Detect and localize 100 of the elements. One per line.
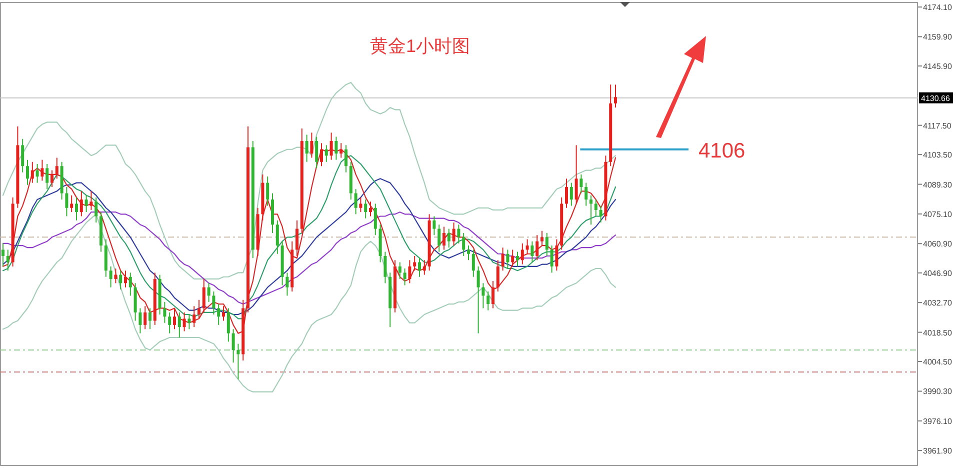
candlestick [384, 251, 387, 284]
candlestick [276, 220, 279, 254]
candlestick [109, 266, 112, 288]
y-tick-label: 4174.10 [923, 3, 952, 12]
candlestick [173, 308, 176, 330]
candlestick [550, 245, 554, 274]
candlestick [119, 270, 122, 290]
candlestick [207, 282, 210, 302]
candlestick [438, 224, 441, 252]
candlestick [340, 142, 343, 158]
candlestick [486, 291, 490, 311]
candlestick [418, 258, 421, 278]
candlestick [594, 199, 598, 217]
y-tick-label: 3990.30 [923, 387, 952, 396]
candlestick [84, 194, 88, 213]
candlestick [511, 249, 514, 267]
candlestick [584, 182, 588, 206]
candlestick [432, 216, 436, 236]
candlestick [266, 176, 270, 206]
y-tick-label: 3976.10 [923, 416, 952, 426]
y-tick-label: 4117.50 [923, 121, 952, 130]
candlestick [452, 222, 456, 246]
candlestick [65, 186, 68, 217]
candlestick [128, 272, 132, 296]
ref-line-label: 4106 [698, 139, 746, 162]
candlestick [138, 308, 142, 334]
y-tick-label: 4103.50 [923, 150, 952, 160]
candlestick [168, 312, 172, 334]
text: 黄金1小时图 [370, 36, 470, 56]
candlestick [182, 312, 186, 332]
candlestick [526, 238, 529, 254]
candlestick [344, 144, 348, 173]
candlestick [403, 268, 406, 286]
candlestick [545, 232, 548, 256]
candlestick [226, 308, 230, 342]
candlestick [217, 304, 220, 326]
candlestick [506, 249, 510, 270]
candlestick [476, 266, 480, 334]
candlestick [55, 157, 58, 180]
candlestick [565, 178, 568, 208]
candlestick [320, 142, 323, 167]
candlestick [580, 174, 583, 194]
candlestick [198, 299, 200, 320]
candlestick [599, 205, 602, 224]
candlestick [188, 314, 191, 330]
candlestick [574, 144, 578, 204]
candlestick [178, 312, 181, 338]
candlestick [501, 247, 504, 272]
candlestick [310, 132, 314, 158]
candlestick [144, 306, 147, 330]
candlestick [516, 251, 519, 267]
candlestick [2, 242, 4, 267]
candlestick [354, 188, 358, 215]
candlestick [442, 226, 446, 250]
candlestick [232, 328, 235, 364]
candlestick [163, 301, 166, 324]
candlestick [472, 249, 475, 278]
line-series [2, 82, 616, 280]
candlestick [40, 159, 44, 182]
y-tick-label: 4032.70 [923, 298, 952, 308]
candlestick [94, 196, 98, 224]
candlestick [520, 242, 524, 265]
y-tick-label: 3961.90 [923, 446, 952, 456]
candlestick [369, 201, 372, 217]
candlestick [536, 234, 539, 261]
candlestick [21, 138, 24, 173]
y-tick-label: 4004.50 [923, 358, 952, 367]
candlestick [90, 190, 93, 210]
candlestick [408, 260, 412, 284]
candlestick [30, 161, 34, 184]
candlestick [286, 272, 289, 296]
candlestick [50, 170, 54, 188]
y-tick-label: 4145.90 [923, 62, 952, 71]
candlestick [222, 306, 225, 322]
candlestick [124, 270, 127, 288]
candlestick [496, 260, 500, 292]
candlestick [192, 306, 196, 328]
candlestick [75, 196, 78, 221]
candlestick [422, 260, 426, 276]
y-tick-label: 4075.10 [923, 210, 952, 219]
candlestick [359, 196, 362, 213]
candlestick [212, 291, 216, 315]
candlestick [482, 282, 485, 309]
y-tick-label: 4060.90 [923, 240, 952, 249]
candlestick [324, 144, 328, 162]
candlestick [462, 232, 466, 256]
candlestick [530, 240, 534, 263]
candlestick [6, 249, 10, 272]
candlestick [36, 164, 39, 184]
candlestick [70, 194, 74, 213]
y-tick-label: 4159.90 [923, 32, 952, 42]
candlestick [315, 136, 318, 169]
candlestick [46, 164, 49, 190]
candlestick [296, 220, 298, 256]
candlestick [364, 199, 368, 219]
candlestick [80, 190, 83, 217]
candlestick [374, 203, 377, 236]
candlestick [334, 136, 338, 160]
candlestick [26, 159, 29, 186]
candlestick [590, 194, 592, 226]
